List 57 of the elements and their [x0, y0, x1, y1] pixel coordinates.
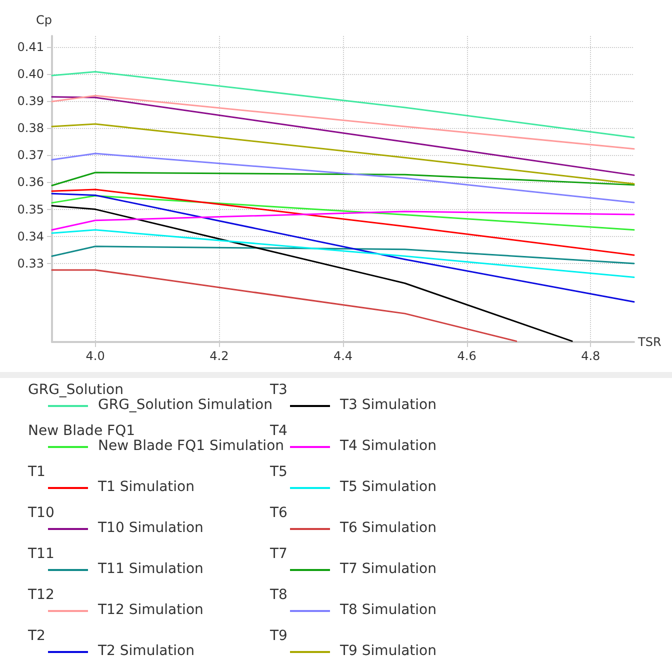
legend-label: T4 Simulation: [340, 438, 436, 454]
line-series: [51, 188, 635, 256]
legend-label: T6 Simulation: [340, 520, 436, 536]
legend-label: T7 Simulation: [340, 561, 436, 577]
x-tick-label: 4.0: [86, 349, 105, 363]
legend-label: GRG_Solution Simulation: [98, 397, 272, 413]
y-tick-label: 0.37: [17, 148, 44, 162]
text: T4: [270, 423, 288, 439]
legend-label: T5 Simulation: [340, 479, 436, 495]
line-series: [51, 172, 635, 186]
line-series: [51, 229, 635, 278]
y-tick-label: 0.39: [17, 94, 44, 108]
text: T3: [270, 382, 288, 398]
line-series: [51, 246, 635, 264]
legend-label: T9 Simulation: [340, 643, 436, 659]
line-series: [51, 195, 635, 231]
text: T6: [270, 505, 288, 521]
legend-label: T2 Simulation: [98, 643, 194, 659]
line-series: [51, 96, 635, 176]
line-series: [51, 192, 635, 303]
y-tick-label: 0.34: [17, 229, 44, 244]
legend-label: T10 Simulation: [98, 520, 204, 536]
y-tick-label: 0.41: [17, 40, 44, 54]
text: T2: [28, 628, 46, 644]
legend-label: T12 Simulation: [98, 602, 204, 618]
text: T12: [28, 587, 54, 603]
text: T7: [270, 546, 288, 562]
x-tick-label: 4.6: [457, 349, 476, 363]
x-axis-title: TSR: [637, 335, 662, 349]
x-tick-label: 4.4: [333, 349, 353, 363]
y-axis-title: Cp: [36, 13, 52, 27]
line-series: [51, 210, 635, 231]
text: T11: [28, 546, 54, 562]
line-series: [51, 94, 635, 150]
y-tick-label: 0.40: [17, 66, 44, 81]
legend-label: New Blade FQ1 Simulation: [98, 438, 284, 454]
line-series: [51, 123, 635, 185]
text: GRG_Solution: [28, 382, 124, 398]
x-tick-label: 4.8: [581, 349, 600, 363]
legend-label: T1 Simulation: [98, 479, 194, 495]
y-tick-label: 0.35: [17, 202, 44, 216]
line-series: [51, 70, 635, 138]
line-series: [51, 205, 573, 342]
text: New Blade FQ1: [28, 423, 135, 439]
legend-label: T3 Simulation: [340, 397, 436, 413]
text: T5: [270, 464, 288, 480]
legend-label: T11 Simulation: [98, 561, 204, 577]
text: T10: [28, 505, 54, 521]
legend-label: T8 Simulation: [340, 602, 436, 618]
y-tick-label: 0.33: [17, 256, 44, 270]
text: T8: [270, 587, 288, 603]
x-tick-label: 4.2: [210, 349, 229, 363]
line-series: [51, 152, 635, 204]
y-tick-label: 0.36: [17, 175, 44, 190]
text: T1: [28, 464, 46, 480]
y-tick-label: 0.38: [17, 121, 44, 136]
text: T9: [270, 628, 288, 644]
